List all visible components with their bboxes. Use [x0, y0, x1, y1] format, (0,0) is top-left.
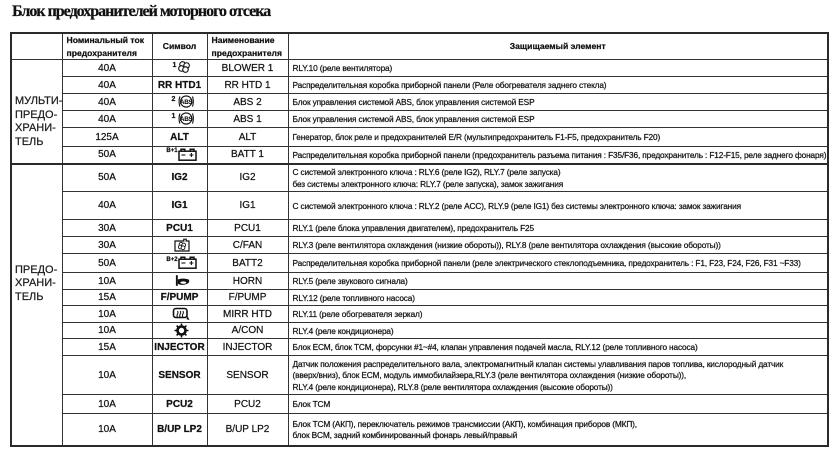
- svg-text:ABS: ABS: [180, 116, 194, 123]
- svg-text:ABS: ABS: [180, 99, 194, 106]
